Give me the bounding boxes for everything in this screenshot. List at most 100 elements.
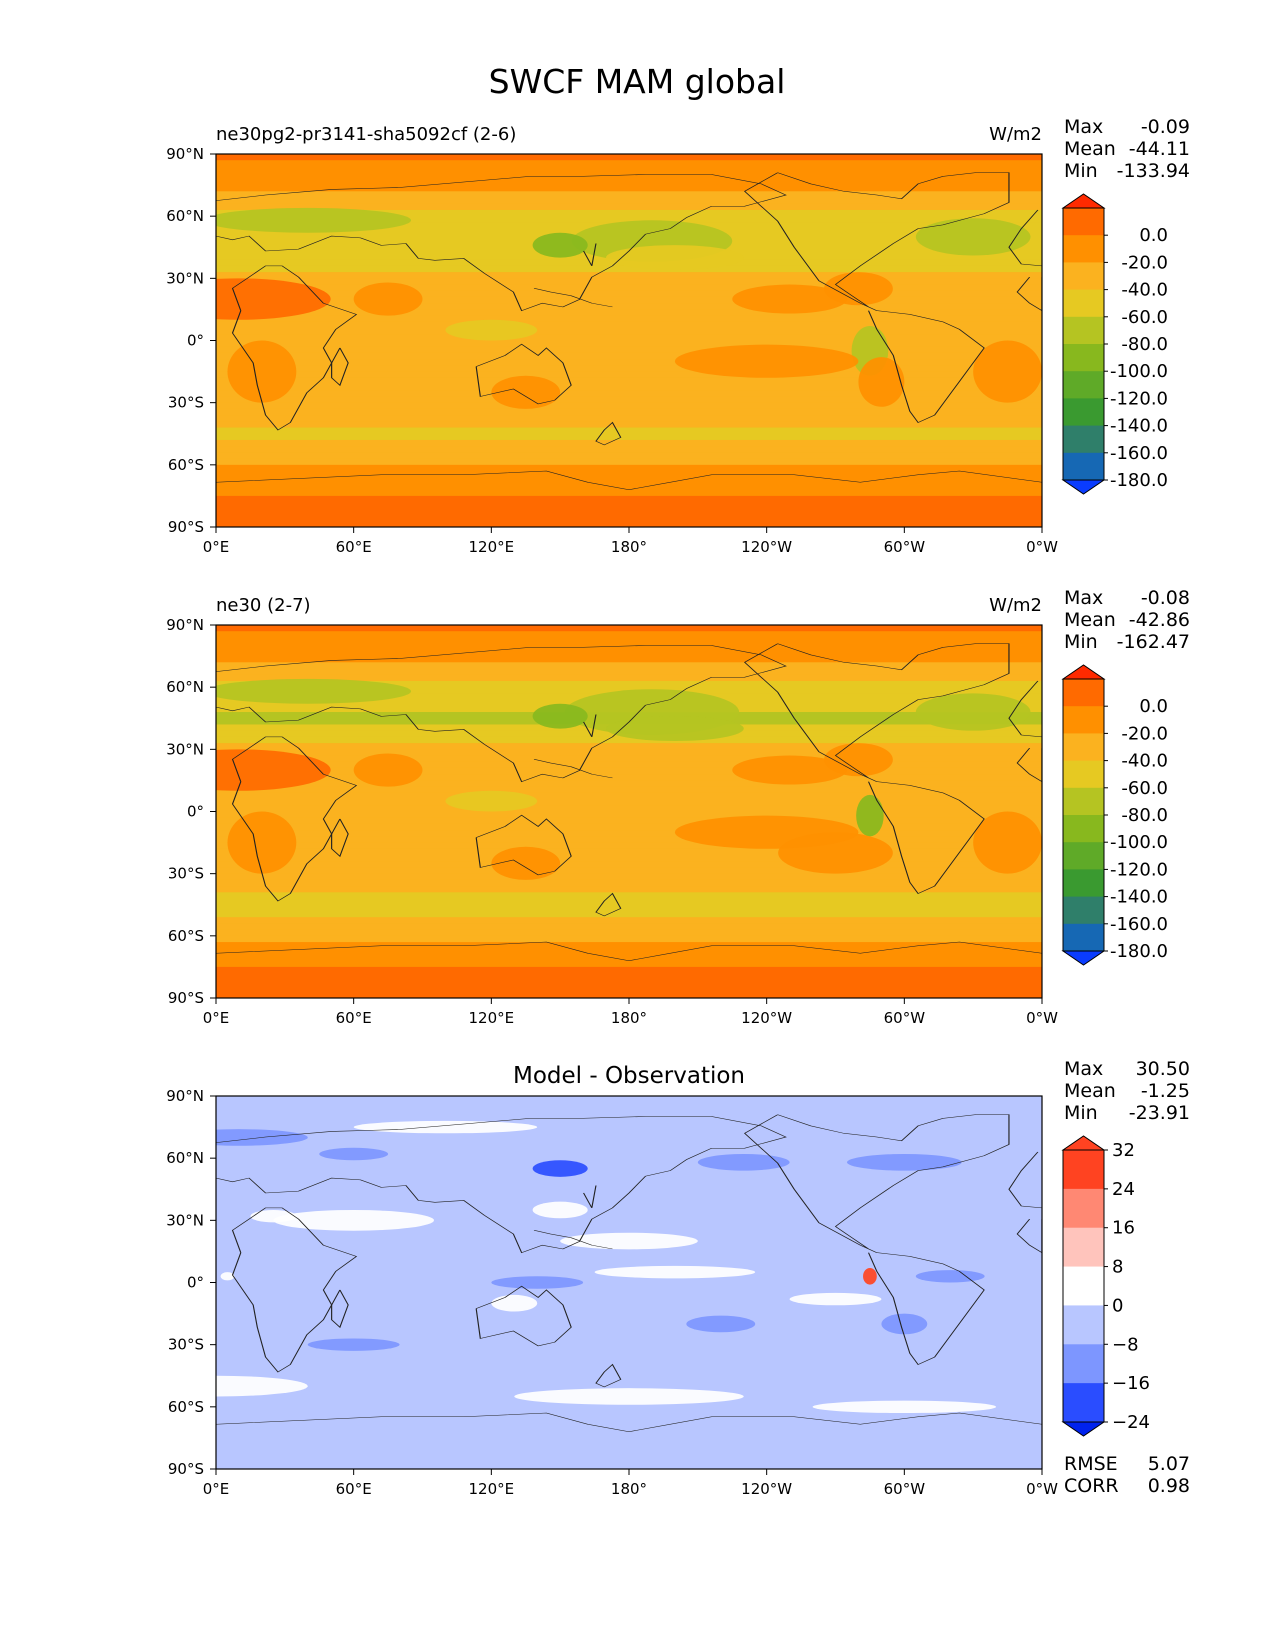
colorbar-segment [1063, 1266, 1104, 1306]
x-tick-label: 0°W [1026, 538, 1058, 556]
field-feature [216, 749, 331, 791]
y-tick-label: 60°S [168, 456, 204, 474]
zonal-band [216, 830, 1042, 837]
zonal-band [216, 359, 1042, 366]
field-feature [491, 1276, 584, 1289]
panel-1-yticks: 90°N 60°N 30°N 0° 30°S 60°S 90°S [166, 616, 216, 1007]
zonal-band [216, 1151, 1042, 1159]
zonal-band [216, 1363, 1042, 1371]
stat-label: Mean [1064, 609, 1116, 631]
zonal-band [216, 1381, 1042, 1389]
zonal-band [216, 421, 1042, 429]
zonal-band [216, 736, 1042, 744]
field-feature [491, 1294, 538, 1312]
panel-2-blobs [216, 1120, 997, 1414]
y-tick-label: 30°N [166, 1211, 204, 1229]
zonal-band [216, 371, 1042, 379]
zonal-band [216, 836, 1042, 844]
zonal-band [216, 979, 1042, 987]
zonal-band [216, 668, 1042, 676]
zonal-band [216, 1288, 1042, 1296]
zonal-band [216, 1170, 1042, 1178]
x-tick-label: 120°W [741, 1009, 792, 1027]
field-feature [307, 1338, 400, 1351]
x-tick-label: 0°E [203, 1009, 230, 1027]
zonal-band [216, 446, 1042, 453]
stat-value: -23.91 [1129, 1102, 1190, 1124]
zonal-band [216, 390, 1042, 398]
x-tick-label: 180° [611, 538, 647, 556]
field-feature [491, 846, 561, 880]
zonal-band [216, 160, 1042, 168]
field-feature [973, 340, 1042, 403]
panel-2-metrics: RMSE 5.07 CORR 0.98 [1064, 1453, 1190, 1497]
colorbar-label: -120.0 [1110, 859, 1168, 880]
y-tick-label: 90°N [166, 616, 204, 634]
zonal-band [216, 471, 1042, 478]
zonal-band [216, 755, 1042, 763]
panel-1: ne30 (2-7) W/m2 90°N60°N30°N0°30°S60°S90… [166, 587, 1190, 1027]
y-tick-label: 30°S [168, 865, 204, 883]
zonal-band [216, 508, 1042, 516]
field-feature [227, 340, 297, 403]
panel-0-blobs [216, 207, 1042, 409]
x-tick-label: 60°E [336, 1009, 372, 1027]
zonal-band [216, 290, 1042, 298]
zonal-band [216, 923, 1042, 931]
zonal-band [216, 929, 1042, 937]
zonal-band [216, 1108, 1042, 1116]
zonal-band [216, 458, 1042, 466]
zonal-band [216, 1437, 1042, 1445]
colorbar-label: −24 [1112, 1412, 1150, 1433]
field-feature [732, 284, 847, 314]
zonal-band [216, 1145, 1042, 1153]
colorbar-label: -120.0 [1110, 388, 1168, 409]
zonal-band [216, 973, 1042, 980]
stat-label: Min [1064, 631, 1098, 653]
colorbar-label: -60.0 [1121, 307, 1168, 328]
zonal-band [216, 904, 1042, 912]
zonal-band [216, 1201, 1042, 1209]
zonal-band [216, 799, 1042, 806]
panel-1-colorbar: 0.0 -20.0 -40.0 -60.0 -80.0 -100.0 -120.0 -140.… [1061, 664, 1168, 966]
field-feature [915, 1270, 985, 1283]
zonal-band [216, 408, 1042, 416]
panel-1-xticks: 0°E 60°E 120°E 180° 120°W 60°W 0°W [203, 998, 1058, 1027]
colorbar-label: -40.0 [1121, 280, 1168, 301]
zonal-band [216, 1176, 1042, 1184]
panel-2-colorbar: 32 24 16 8 0 −8 −16 −24 [1061, 1135, 1150, 1437]
zonal-band [216, 154, 1042, 161]
zonal-band [216, 631, 1042, 639]
panel-0-yticks: 90°N 60°N 30°N 0° 30°S 60°S 90°S [166, 145, 216, 536]
y-tick-label: 30°S [168, 1336, 204, 1354]
colorbar-segment [1063, 235, 1104, 263]
colorbar-segment [1063, 923, 1104, 952]
field-feature [273, 1209, 434, 1231]
stat-value: -133.94 [1117, 160, 1190, 182]
x-tick-label: 60°E [336, 538, 372, 556]
panel-1-units: W/m2 [989, 595, 1042, 616]
zonal-band [216, 396, 1042, 404]
field-feature [863, 1267, 877, 1285]
zonal-band [216, 384, 1042, 391]
panel-0: ne30pg2-pr3141-sha5092cf (2-6) W/m2 90°N… [166, 116, 1190, 556]
panel-2-title: Model - Observation [513, 1063, 745, 1089]
y-tick-label: 30°N [166, 269, 204, 287]
field-feature [532, 1160, 588, 1177]
zonal-band [216, 643, 1042, 651]
zonal-band [216, 514, 1042, 522]
zonal-band [216, 1462, 1042, 1469]
colorbar-segment [1063, 1305, 1104, 1345]
panel-2-xticks: 0°E 60°E 120°E 180° 120°W 60°W 0°W [203, 1469, 1058, 1498]
colorbar-frame [1062, 1149, 1105, 1423]
colorbar-segment [1063, 1383, 1104, 1423]
y-tick-label: 60°N [166, 678, 204, 696]
colorbar-label: -80.0 [1121, 334, 1168, 355]
x-tick-label: 0°E [203, 538, 230, 556]
field-feature [856, 794, 884, 837]
zonal-band [216, 1214, 1042, 1221]
zonal-band [216, 1319, 1042, 1327]
zonal-band [216, 948, 1042, 956]
zonal-band [216, 483, 1042, 491]
zonal-band [216, 767, 1042, 775]
